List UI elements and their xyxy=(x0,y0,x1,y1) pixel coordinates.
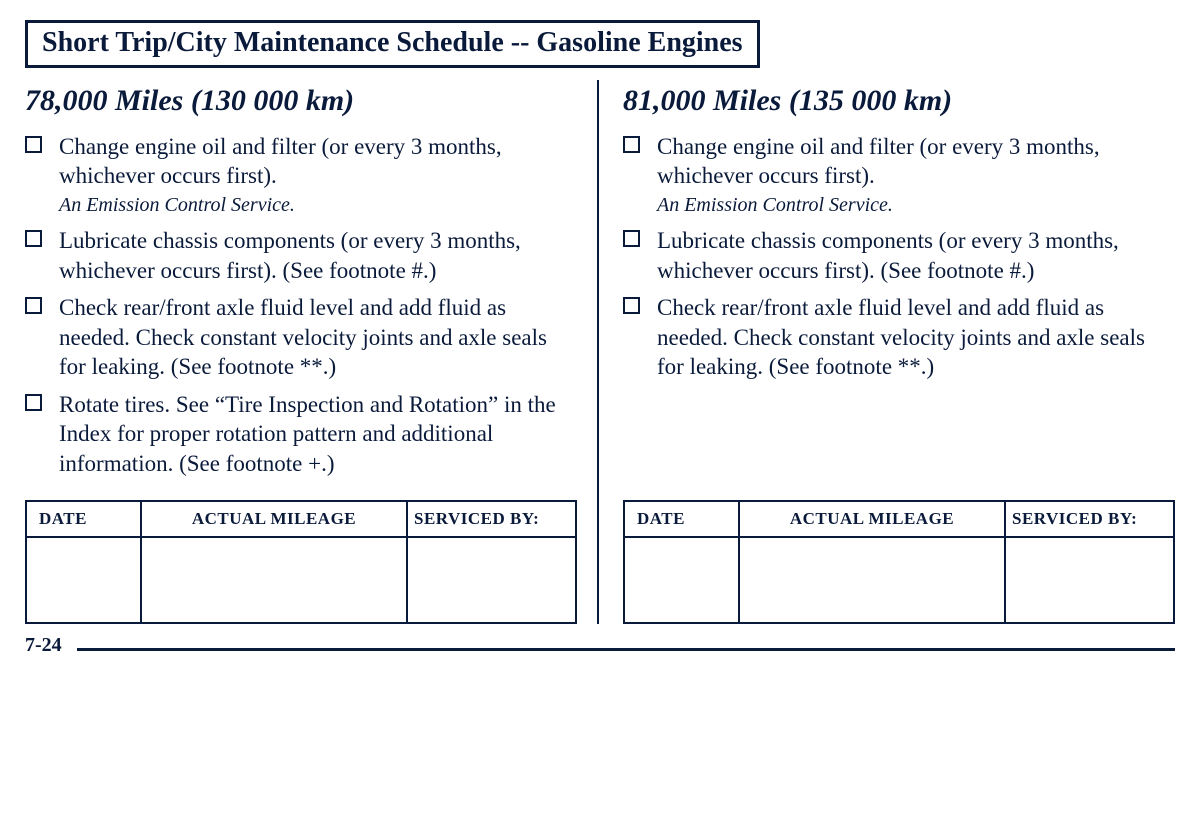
cell-mileage[interactable] xyxy=(739,537,1005,623)
checklist-item: Lubricate chassis components (or every 3… xyxy=(623,226,1175,285)
checklist-item: Check rear/front axle fluid level and ad… xyxy=(623,293,1175,381)
emission-note: An Emission Control Service. xyxy=(657,193,1175,219)
title-box: Short Trip/City Maintenance Schedule -- … xyxy=(25,20,760,68)
item-text: Check rear/front axle fluid level and ad… xyxy=(59,295,547,379)
left-record-table: DATE ACTUAL MILEAGE SERVICED BY: xyxy=(25,500,577,624)
checklist-item: Change engine oil and filter (or every 3… xyxy=(623,132,1175,218)
checklist-item: Check rear/front axle fluid level and ad… xyxy=(25,293,577,381)
cell-date[interactable] xyxy=(624,537,739,623)
item-text: Lubricate chassis components (or every 3… xyxy=(657,228,1119,282)
left-checklist: Change engine oil and filter (or every 3… xyxy=(25,132,577,486)
left-column: 78,000 Miles (130 000 km) Change engine … xyxy=(25,80,597,624)
left-heading: 78,000 Miles (130 000 km) xyxy=(25,84,577,118)
emission-note: An Emission Control Service. xyxy=(59,193,577,219)
th-serviced: SERVICED BY: xyxy=(1005,501,1174,537)
th-date: DATE xyxy=(624,501,739,537)
item-text: Change engine oil and filter (or every 3… xyxy=(59,134,502,188)
cell-mileage[interactable] xyxy=(141,537,407,623)
page-footer: 7-24 xyxy=(25,634,1175,659)
checklist-item: Change engine oil and filter (or every 3… xyxy=(25,132,577,218)
page-number: 7-24 xyxy=(25,634,62,656)
item-text: Lubricate chassis components (or every 3… xyxy=(59,228,521,282)
page-title: Short Trip/City Maintenance Schedule -- … xyxy=(42,27,743,59)
cell-date[interactable] xyxy=(26,537,141,623)
right-heading: 81,000 Miles (135 000 km) xyxy=(623,84,1175,118)
checklist-item: Rotate tires. See “Tire Inspection and R… xyxy=(25,390,577,478)
th-date: DATE xyxy=(26,501,141,537)
th-mileage: ACTUAL MILEAGE xyxy=(739,501,1005,537)
th-mileage: ACTUAL MILEAGE xyxy=(141,501,407,537)
item-text: Check rear/front axle fluid level and ad… xyxy=(657,295,1145,379)
cell-serviced[interactable] xyxy=(407,537,576,623)
item-text: Change engine oil and filter (or every 3… xyxy=(657,134,1100,188)
columns: 78,000 Miles (130 000 km) Change engine … xyxy=(25,80,1175,624)
th-serviced: SERVICED BY: xyxy=(407,501,576,537)
footer-rule xyxy=(77,648,1175,651)
cell-serviced[interactable] xyxy=(1005,537,1174,623)
checklist-item: Lubricate chassis components (or every 3… xyxy=(25,226,577,285)
right-checklist: Change engine oil and filter (or every 3… xyxy=(623,132,1175,390)
right-column: 81,000 Miles (135 000 km) Change engine … xyxy=(597,80,1175,624)
item-text: Rotate tires. See “Tire Inspection and R… xyxy=(59,392,556,476)
right-record-table: DATE ACTUAL MILEAGE SERVICED BY: xyxy=(623,500,1175,624)
